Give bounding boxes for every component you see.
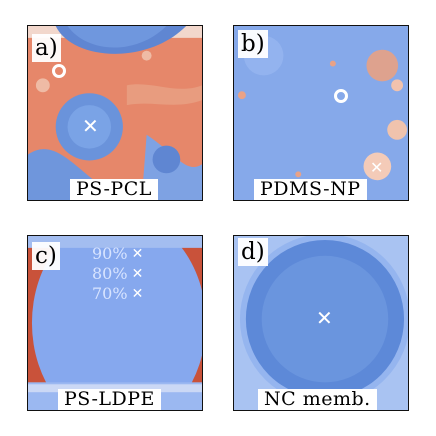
panel-letter: a) [32,34,61,62]
panel-d-image [234,236,408,410]
panel-b-image [234,26,408,200]
panel-letter: b) [238,30,268,58]
panel-letter: d) [238,238,268,266]
cross-icon: ✕ [370,158,384,177]
panel-a-image [28,26,202,200]
panel-caption: NC memb. [258,389,377,410]
panel-b: ✕ b) PDMS-NP [233,25,409,201]
panel-c: 90% ✕ 80% ✕ 70% ✕ c) PS-LDPE [27,235,203,411]
percentage-list: 90% ✕ 80% ✕ 70% ✕ [92,244,143,304]
cross-icon: ✕ [131,286,144,302]
percentage-row-70: 70% ✕ [92,284,143,304]
panel-letter: c) [32,242,60,270]
panel-c-image [28,236,202,410]
panel-caption: PS-PCL [70,179,158,200]
panel-caption: PS-LDPE [58,389,161,410]
percentage-90: 90% [92,244,128,263]
panel-caption: PDMS-NP [254,179,367,200]
percentage-row-80: 80% ✕ [92,264,143,284]
ring-icon [52,64,66,78]
cross-icon: ✕ [316,306,333,330]
percentage-row-90: 90% ✕ [92,244,143,264]
panel-a: ✕ a) PS-PCL [27,25,203,201]
cross-icon: ✕ [131,266,144,282]
percentage-80: 80% [92,264,128,283]
ring-icon [334,89,348,103]
cross-icon: ✕ [82,114,99,138]
panel-d: ✕ d) NC memb. [233,235,409,411]
percentage-70: 70% [92,284,128,303]
cross-icon: ✕ [131,246,144,262]
